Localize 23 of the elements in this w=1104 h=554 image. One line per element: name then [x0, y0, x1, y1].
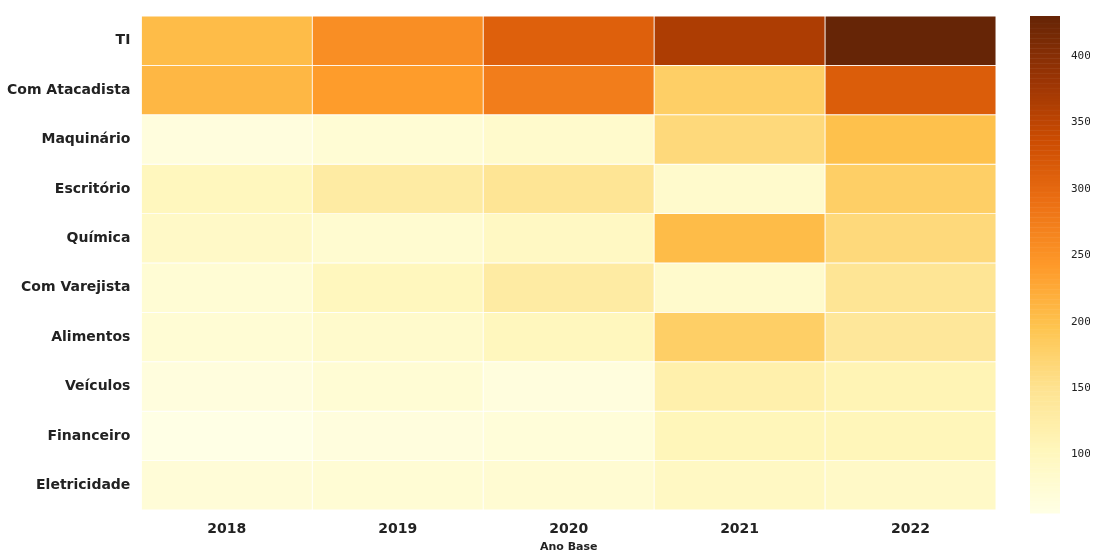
color-bar-label: 200 [1071, 314, 1091, 328]
y-tick-label: Veículos [64, 377, 131, 394]
y-tick-label: Alimentos [51, 327, 131, 344]
color-bar-label: 400 [1071, 48, 1091, 62]
y-tick-label: Escritório [54, 179, 131, 196]
color-bar-label: 350 [1071, 115, 1091, 129]
y-tick-label: Maquinário [41, 130, 131, 147]
y-tick-label: Eletricidade [36, 475, 131, 492]
x-tick-label: 2022 [891, 520, 931, 537]
y-tick-label: TI [115, 31, 131, 48]
color-bar-label: 300 [1071, 181, 1091, 195]
x-tick-label: 2020 [549, 520, 589, 537]
x-tick-label: 2018 [207, 520, 247, 537]
color-bar-label: 100 [1071, 447, 1091, 461]
x-axis-title: Ano Base [539, 540, 598, 554]
x-tick-label: 2021 [720, 520, 760, 537]
y-tick-label: Com Atacadista [6, 80, 131, 97]
x-tick-label: 2019 [378, 520, 418, 537]
color-bar-label: 250 [1071, 248, 1091, 262]
y-tick-label: Com Varejista [21, 278, 131, 295]
y-tick-label: Financeiro [47, 426, 131, 443]
color-bar-label: 150 [1071, 380, 1091, 394]
y-tick-label: Química [66, 228, 131, 245]
